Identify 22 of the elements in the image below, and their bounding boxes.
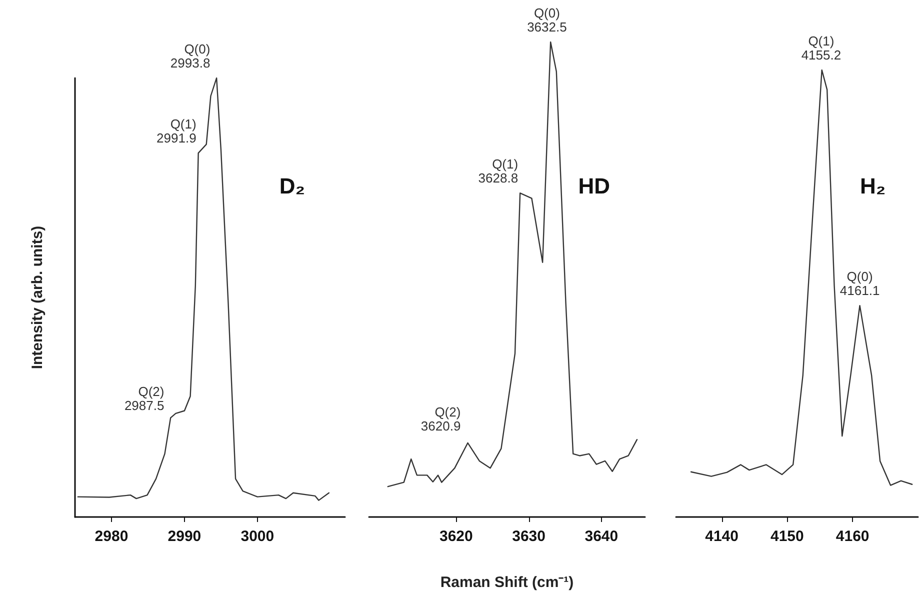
- x-tick-label: 3620: [439, 528, 473, 545]
- x-tick-label: 3640: [584, 528, 618, 545]
- annotation: Q(1) 3628.8: [478, 156, 518, 186]
- x-tick-label: 4140: [705, 528, 738, 545]
- annotation: Q(0) 3632.5: [527, 6, 567, 34]
- y-axis-title: Intensity (arb. units): [29, 226, 46, 370]
- x-tick-label: 2990: [168, 528, 202, 545]
- x-tick-label: 4160: [836, 528, 870, 545]
- x-axis-title: Raman Shift (cm⁻¹): [440, 574, 574, 591]
- annotation: Q(2) 2987.5: [124, 384, 164, 413]
- x-tick-label: 2980: [94, 528, 128, 545]
- annotation: Q(1) 2991.9: [156, 116, 196, 146]
- x-tick-label: 3630: [512, 528, 546, 545]
- text: H₂: [860, 174, 886, 198]
- text: HD: [578, 174, 610, 198]
- x-tick-label: 4150: [770, 528, 804, 545]
- annotation: Q(1) 4155.2: [801, 34, 842, 62]
- annotation: Q(0) 2993.8: [170, 42, 210, 70]
- annotation: Q(2) 3620.9: [420, 404, 461, 434]
- text: D₂: [279, 174, 306, 198]
- annotation: Q(0) 4161.1: [840, 269, 880, 298]
- x-tick-label: 3000: [240, 528, 274, 545]
